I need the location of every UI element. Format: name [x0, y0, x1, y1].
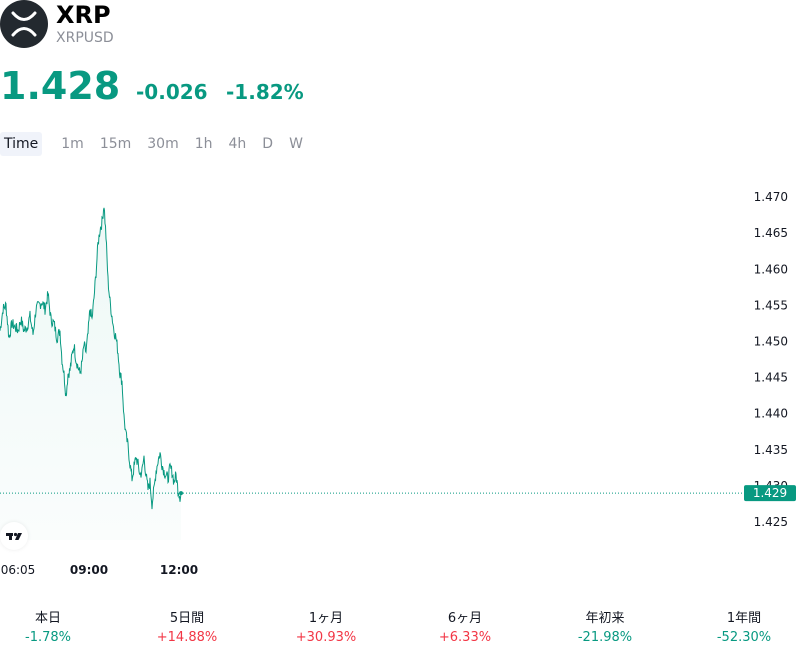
x-tick-label: 09:00 [70, 563, 108, 577]
performance-item-1m[interactable]: 1ヶ月 +30.93% [278, 610, 374, 648]
y-tick-label: 1.450 [754, 334, 788, 348]
performance-label: 1年間 [726, 611, 762, 626]
y-tick-label: 1.425 [754, 515, 788, 529]
performance-label: 年初来 [585, 611, 625, 626]
performance-value: +30.93% [295, 630, 357, 645]
performance-row: 本日 -1.78% 5日間 +14.88% 1ヶ月 +30.93% 6ヶ月 +6… [0, 610, 800, 650]
price-change: -0.026 [136, 80, 208, 104]
performance-label: 5日間 [169, 611, 205, 626]
tradingview-logo-icon[interactable] [0, 522, 28, 550]
y-tick-label: 1.465 [754, 226, 788, 240]
performance-label: 本日 [34, 611, 61, 626]
tab-1h[interactable]: 1h [194, 136, 213, 152]
performance-value: +6.33% [438, 630, 492, 645]
performance-item-today[interactable]: 本日 -1.78% [0, 610, 96, 648]
tab-4h[interactable]: 4h [228, 136, 247, 152]
symbol-title: XRP [56, 1, 111, 29]
y-tick-label: 1.440 [754, 407, 788, 421]
ticker-label: XRPUSD [56, 30, 114, 46]
performance-value: +14.88% [156, 630, 218, 645]
y-tick-label: 1.435 [754, 443, 788, 457]
tab-15m[interactable]: 15m [99, 136, 132, 152]
y-tick-label: 1.445 [754, 371, 788, 385]
performance-item-1y[interactable]: 1年間 -52.30% [696, 610, 792, 648]
y-tick-label: 1.455 [754, 298, 788, 312]
tab-d[interactable]: D [262, 136, 274, 152]
tab-30m[interactable]: 30m [147, 136, 179, 152]
x-axis: 06:05 09:00 12:00 [1, 563, 198, 577]
price-change-percent: -1.82% [226, 80, 304, 104]
price-chart[interactable]: 1.470 1.465 1.460 1.455 1.450 1.445 1.440 1.435… [0, 160, 800, 590]
y-tick-label: 1.470 [754, 190, 788, 204]
price-line [0, 207, 182, 510]
last-price-dot [179, 491, 183, 496]
performance-item-5d[interactable]: 5日間 +14.88% [139, 610, 235, 648]
price-area [0, 207, 181, 540]
tab-time[interactable]: Time [0, 132, 43, 156]
current-price: 1.428 [0, 64, 121, 108]
performance-value: -52.30% [716, 630, 772, 645]
x-tick-label: 06:05 [1, 563, 36, 577]
last-price-label: 1.429 [753, 486, 787, 500]
xrp-logo-icon [0, 0, 48, 48]
last-price-badge [744, 485, 796, 502]
performance-label: 6ヶ月 [447, 611, 483, 626]
tab-w[interactable]: W [289, 136, 303, 152]
y-axis: 1.470 1.465 1.460 1.455 1.450 1.445 1.440 1.435… [754, 190, 788, 529]
x-tick-label: 12:00 [160, 563, 198, 577]
performance-item-6m[interactable]: 6ヶ月 +6.33% [417, 610, 513, 648]
performance-value: -21.98% [577, 630, 633, 645]
tab-1m[interactable]: 1m [61, 136, 84, 152]
performance-item-ytd[interactable]: 年初来 -21.98% [557, 610, 653, 648]
interval-tabs: Time 1m 15m 30m 1h 4h D W [0, 132, 311, 156]
y-tick-label: 1.460 [754, 262, 788, 276]
performance-value: -1.78% [25, 630, 71, 645]
performance-label: 1ヶ月 [308, 611, 344, 626]
